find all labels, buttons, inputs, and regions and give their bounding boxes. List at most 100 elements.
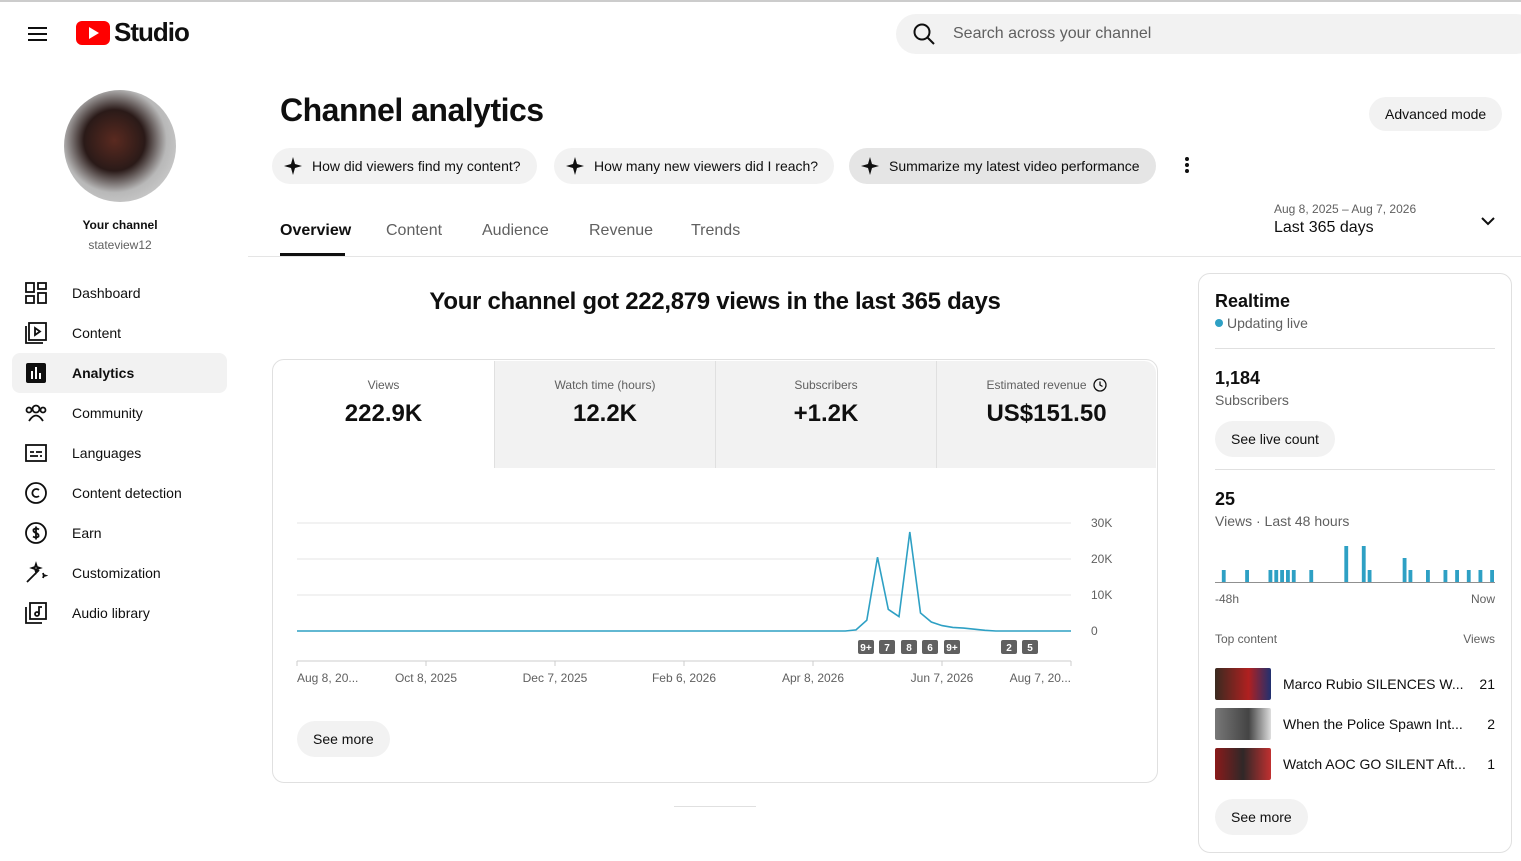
metric-label: Subscribers	[716, 378, 936, 392]
logo[interactable]	[76, 21, 110, 45]
nav-item[interactable]: Earn	[12, 513, 227, 553]
metric-label-text: Views	[367, 378, 400, 392]
tab[interactable]: Audience	[482, 222, 549, 239]
live-count-button[interactable]: See live count	[1215, 421, 1335, 457]
suggestion-chip[interactable]: Summarize my latest video performance	[849, 148, 1156, 184]
line-chart: 0 10K 20K 30K Aug 8, 20... Oct 8, 2025 Dec 7, …	[296, 516, 1112, 685]
bar	[1466, 570, 1471, 582]
menu-button[interactable]	[28, 26, 48, 42]
nav-label: Dashboard	[72, 285, 141, 301]
video-marker	[901, 640, 917, 654]
bar	[1286, 570, 1290, 582]
realtime-card	[1198, 273, 1512, 853]
suggestion-text: Summarize my latest video performance	[889, 158, 1140, 174]
tab[interactable]: Content	[386, 222, 443, 239]
info-icon	[1092, 378, 1107, 392]
metric-card[interactable]: Estimated revenue US$151.50	[936, 361, 1156, 468]
divider	[1215, 348, 1495, 349]
views-count: 25	[1215, 489, 1236, 509]
see-more-button[interactable]: See more	[297, 721, 390, 757]
video-thumbnail	[1215, 668, 1271, 700]
bar	[1408, 570, 1413, 582]
channel-handle: stateview12	[88, 238, 152, 252]
divider	[674, 806, 756, 807]
metric-card[interactable]: Watch time (hours) 12.2K	[494, 361, 715, 468]
x-tick-label: Jun 7, 2026	[911, 671, 974, 685]
video-marker-label: 8	[906, 643, 912, 654]
nav-label: Community	[72, 405, 143, 421]
metric-label: Watch time (hours)	[495, 378, 715, 392]
headline: Your channel got 222,879 views in the la…	[429, 288, 1001, 315]
nav-item[interactable]: Audio library	[12, 593, 227, 633]
search-box[interactable]	[896, 14, 1521, 54]
tab[interactable]: Revenue	[589, 222, 654, 239]
tab[interactable]: Overview	[280, 222, 352, 239]
realtime-title: Realtime	[1215, 291, 1291, 311]
x-tick-label: Oct 8, 2025	[395, 671, 457, 685]
x-tick-label: Aug 7, 20...	[1010, 671, 1071, 685]
nav-item[interactable]: Content	[12, 313, 227, 353]
video-marker	[1022, 640, 1038, 654]
video-marker	[944, 640, 960, 654]
video-marker-label: 9+	[860, 643, 872, 654]
channel-avatar[interactable]	[64, 90, 176, 202]
nav-icon	[26, 561, 48, 583]
metric-label: Views	[273, 378, 494, 392]
sparkle-icon	[284, 157, 302, 175]
views-header: Views	[1463, 632, 1495, 646]
nav-icon	[25, 282, 47, 304]
nav-item[interactable]: Dashboard	[12, 273, 227, 313]
metric-value: 12.2K	[572, 400, 638, 427]
nav-icon	[26, 363, 46, 383]
x-tick-label: Now	[1471, 592, 1495, 606]
suggestion-chip[interactable]: How did viewers find my content?	[272, 148, 537, 184]
nav-label: Customization	[72, 565, 161, 581]
more-button[interactable]	[1183, 155, 1191, 175]
nav-icon	[25, 404, 47, 422]
bar	[1274, 570, 1279, 582]
date-range-label[interactable]: Last 365 days	[1274, 219, 1374, 236]
tab[interactable]: Trends	[691, 222, 741, 239]
suggestion-chip[interactable]: How many new viewers did I reach?	[554, 148, 835, 184]
bar-chart: -48h Now	[1215, 546, 1495, 606]
video-title: Marco Rubio SILENCES W...	[1283, 676, 1464, 692]
bar	[1367, 570, 1372, 582]
metric-label-text: Watch time (hours)	[554, 378, 656, 392]
y-tick-label: 10K	[1091, 588, 1112, 602]
views-label: Views · Last 48 hours	[1215, 513, 1350, 529]
video-marker	[922, 640, 938, 654]
bar	[1402, 558, 1407, 582]
nav-label: Analytics	[72, 365, 135, 381]
nav-item[interactable]: Customization	[12, 553, 227, 593]
date-dropdown[interactable]	[1480, 215, 1496, 227]
bar	[1455, 570, 1459, 582]
nav-item[interactable]: Languages	[12, 433, 227, 473]
nav-label: Languages	[72, 445, 142, 461]
x-tick-label: Dec 7, 2025	[523, 671, 588, 685]
nav-label: Audio library	[72, 605, 150, 621]
sparkle-icon	[566, 157, 584, 175]
bar	[1426, 570, 1430, 582]
advanced-mode-button[interactable]: Advanced mode	[1369, 97, 1503, 131]
metric-label: Estimated revenue	[937, 378, 1156, 392]
search-icon	[913, 23, 935, 45]
nav-item[interactable]: Community	[12, 393, 227, 433]
date-range: Aug 8, 2025 – Aug 7, 2026	[1274, 202, 1417, 216]
y-tick-label: 20K	[1091, 552, 1112, 566]
see-more-button[interactable]: See more	[1215, 799, 1308, 835]
channel-label: Your channel	[82, 218, 158, 232]
suggestion-text: How did viewers find my content?	[312, 158, 521, 174]
views-line	[297, 531, 1071, 632]
metric-card[interactable]: Subscribers +1.2K	[715, 361, 936, 468]
nav-item[interactable]: Content detection	[12, 473, 227, 513]
nav-item[interactable]: Analytics	[12, 353, 227, 393]
bar	[1280, 570, 1284, 582]
video-views: 21	[1479, 676, 1495, 692]
video-marker	[879, 640, 895, 654]
metric-value: US$151.50	[986, 400, 1107, 427]
metric-label-text: Subscribers	[794, 378, 858, 392]
nav-icon	[25, 602, 47, 624]
metric-card[interactable]: Views 222.9K	[273, 361, 494, 468]
live-dot	[1215, 319, 1223, 327]
bar	[1478, 570, 1483, 582]
